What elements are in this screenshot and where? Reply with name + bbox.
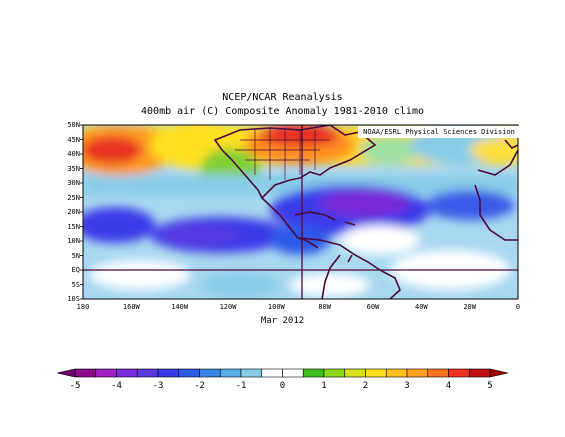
lon-label: 140W <box>171 303 189 311</box>
colorbar-swatch <box>199 368 221 378</box>
colorbar-swatch <box>240 368 263 378</box>
colorbar-swatch <box>178 368 200 378</box>
lat-label: 25N <box>67 193 80 202</box>
colorbar-label: -3 <box>152 381 164 391</box>
lon-label: 60W <box>366 303 380 311</box>
colorbar-label: 1 <box>321 381 327 391</box>
colorbar-swatch <box>302 368 325 378</box>
colorbar-high-arrow <box>489 368 509 378</box>
colorbar-swatch <box>136 368 159 378</box>
lat-label: 30N <box>67 179 80 187</box>
colorbar-swatch <box>219 368 242 378</box>
colorbar-label: -5 <box>69 381 81 391</box>
colorbar-label: 0 <box>279 381 286 391</box>
lon-label: 180 <box>76 303 90 311</box>
colorbar-swatch <box>427 368 449 378</box>
colorbar-swatch <box>157 368 180 378</box>
date-label: Mar 2012 <box>260 316 305 326</box>
lon-label: 20W <box>463 303 476 311</box>
colorbar-low-arrow <box>56 368 76 378</box>
colorbar-swatch <box>323 368 346 378</box>
coastline-layer <box>213 125 518 299</box>
lat-label: EQ <box>71 266 80 274</box>
lon-label: 160W <box>122 303 140 311</box>
map-subtitle: 400mb air (C) Composite Anomaly 1981-201… <box>141 106 424 117</box>
lon-label: 0 <box>515 303 521 311</box>
map-title: NCEP/NCAR Reanalysis <box>222 92 343 103</box>
lon-label: 120W <box>219 303 237 311</box>
colorbar-label: 4 <box>445 381 452 391</box>
colorbar-label: -2 <box>194 381 205 391</box>
anomaly-field <box>83 125 518 299</box>
lat-label: 15N <box>67 222 80 231</box>
state-borders <box>235 128 330 180</box>
lat-label: 45N <box>67 135 80 144</box>
colorbar-label: 2 <box>362 381 369 391</box>
colorbar-swatch <box>448 368 470 378</box>
colorbar-label: 5 <box>487 381 493 391</box>
colorbar-swatch <box>261 368 283 378</box>
credit-label: NOAA/ESRL Physical Sciences Division <box>358 126 519 138</box>
colorbar-swatch <box>344 368 366 378</box>
colorbar-swatch <box>74 368 97 378</box>
colorbar-swatch <box>365 368 387 378</box>
lon-label: 40W <box>415 303 428 311</box>
axis-ticks <box>80 124 83 300</box>
colorbar-label: -1 <box>235 381 247 391</box>
lat-label: 5S <box>71 280 80 289</box>
lon-label: 80W <box>318 303 331 311</box>
lat-label: 40N <box>67 150 80 158</box>
colorbar-swatch <box>95 368 117 378</box>
lat-label: 10N <box>67 237 80 245</box>
colorbar-swatch <box>282 368 304 378</box>
colorbar-swatch <box>468 368 491 378</box>
colorbar-swatch <box>406 368 429 378</box>
lat-label: 5N <box>71 251 80 260</box>
lon-label: 100W <box>267 303 285 311</box>
lat-label: 20N <box>67 208 80 216</box>
colorbar <box>56 368 509 378</box>
colorbar-label: 3 <box>404 381 410 391</box>
lat-label: 35N <box>67 164 80 173</box>
colorbar-swatch <box>385 368 408 378</box>
lat-label: 50N <box>67 121 80 129</box>
lat-label: 10S <box>67 295 80 303</box>
colorbar-swatch <box>116 368 138 378</box>
colorbar-label: -4 <box>111 381 122 391</box>
